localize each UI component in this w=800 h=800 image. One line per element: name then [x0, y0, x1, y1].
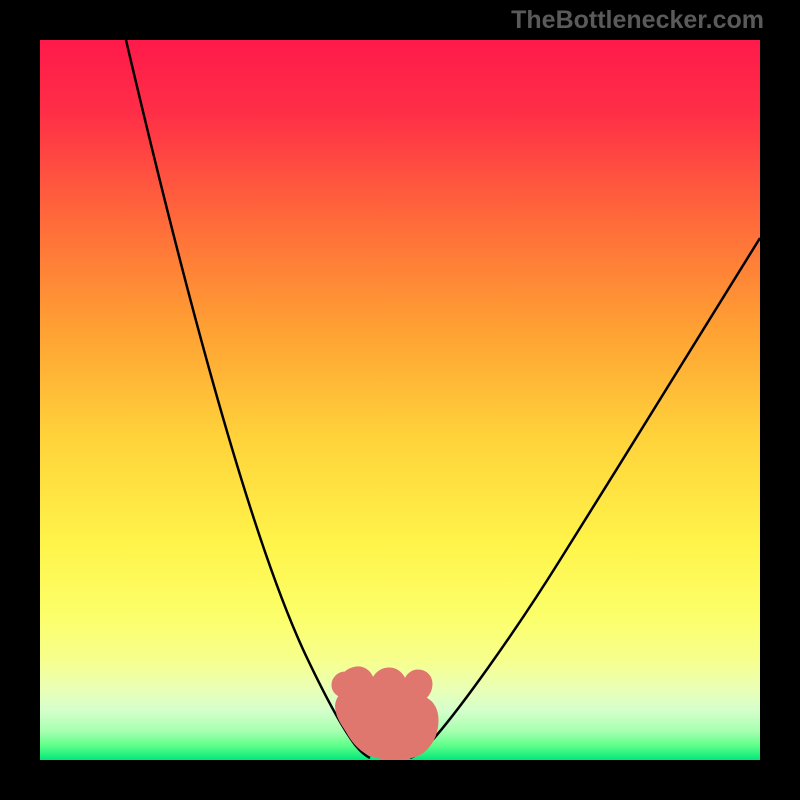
plot-svg	[40, 40, 760, 760]
watermark-text: TheBottlenecker.com	[511, 6, 764, 35]
plot-area	[40, 40, 760, 760]
gradient-background	[40, 40, 760, 760]
chart-canvas: TheBottlenecker.com	[0, 0, 800, 800]
